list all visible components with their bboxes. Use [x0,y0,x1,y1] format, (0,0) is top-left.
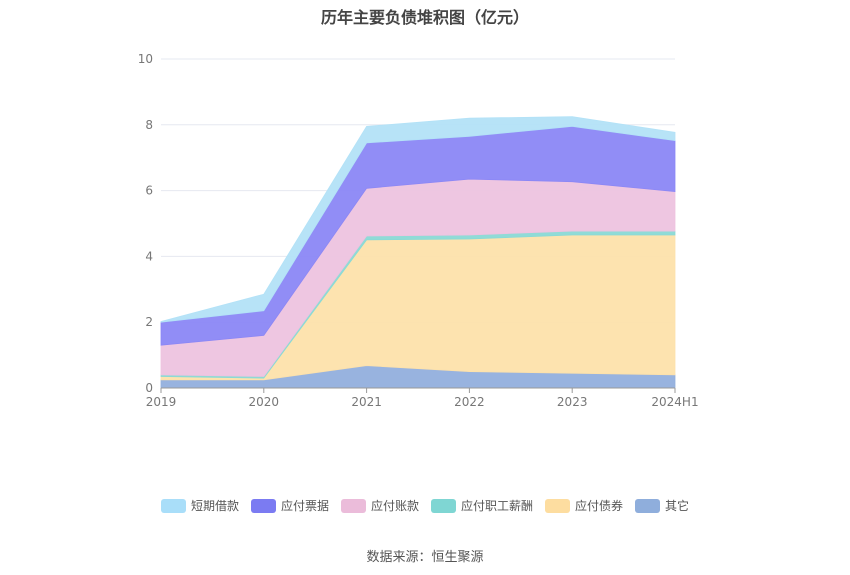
legend-item[interactable]: 应付债券 [545,497,623,514]
legend-swatch [160,498,186,513]
data-source: 数据来源：恒生聚源 [366,550,484,565]
legend-swatch [635,498,661,513]
area-短期借款[interactable] [160,116,676,323]
y-tick-label: 4 [145,249,153,263]
legend-item[interactable]: 应付职工薪酬 [431,497,533,514]
x-tick-label: 2024H1 [651,395,698,409]
legend-label: 短期借款 [190,499,239,513]
legend-label: 应付职工薪酬 [461,499,534,513]
chart-title: 历年主要负债堆积图（亿元） [320,8,529,27]
legend-swatch [431,498,456,513]
legend-item[interactable]: 其它 [635,497,689,514]
y-tick-label: 2 [145,315,153,329]
legend-label: 其它 [665,499,690,513]
legend: 短期借款 应付票据 应付账款 应付职工薪酬 应付债券 其它 [0,497,850,514]
legend-swatch [545,498,571,513]
legend-item[interactable]: 短期借款 [160,497,239,514]
x-tick-label: 2020 [249,395,280,409]
legend-label: 应付债券 [575,499,624,513]
y-tick-label: 8 [145,118,153,132]
x-tick-label: 2019 [146,395,177,409]
area-series[interactable] [160,116,676,389]
legend-item[interactable]: 应付票据 [250,497,329,514]
x-tick-label: 2021 [351,395,382,409]
legend-swatch [340,498,366,513]
y-tick-label: 6 [145,184,153,198]
y-tick-label: 0 [145,381,153,395]
y-tick-label: 10 [138,52,153,66]
legend-label: 应付账款 [370,499,419,513]
legend-swatch [250,498,276,513]
legend-item[interactable]: 应付账款 [340,497,419,514]
stacked-area-chart: 0 2 4 6 8 10 2019 2020 2021 2022 2023 2024H1 [138,52,699,409]
x-tick-label: 2023 [557,395,588,409]
x-tick-label: 2022 [454,395,485,409]
legend-label: 应付票据 [280,499,329,513]
axes: 0 2 4 6 8 10 2019 2020 2021 2022 2023 2024H1 [138,52,699,409]
